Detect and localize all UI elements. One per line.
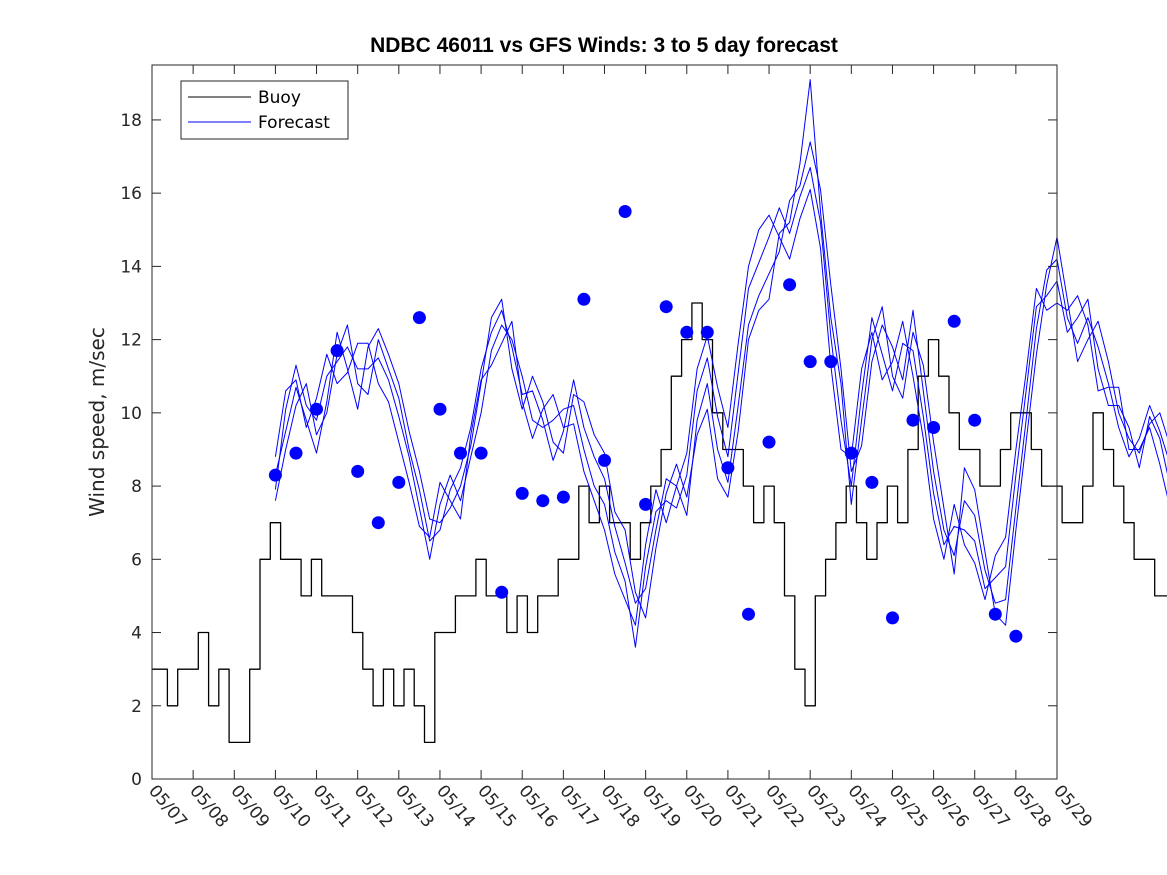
x-tick-label: 05/17 [556,781,603,831]
legend-label-buoy: Buoy [258,88,301,108]
x-tick-label: 05/10 [268,781,315,831]
legend: Buoy Forecast [180,80,349,140]
x-tick-label: 05/29 [1049,781,1096,831]
y-tick-label: 2 [131,697,142,717]
legend-label-forecast: Forecast [258,113,330,133]
forecast-marker [742,607,755,621]
x-tick-label: 05/25 [885,781,932,831]
plot-area [152,65,1057,779]
x-tick-label: 05/27 [967,781,1014,831]
forecast-marker [474,446,488,460]
y-tick-label: 10 [120,404,142,424]
forecast-marker [268,468,282,482]
y-tick-label: 6 [131,550,142,570]
y-tick-label: 8 [131,477,142,497]
forecast-marker [783,278,797,292]
x-tick-label: 05/26 [926,781,973,831]
forecast-marker [310,402,323,416]
x-tick-label: 05/20 [679,781,726,831]
forecast-marker [1009,629,1023,643]
chart-title: NDBC 46011 vs GFS Winds: 3 to 5 day fore… [370,34,838,57]
forecast-marker [330,344,344,358]
x-tick-label: 05/19 [638,781,685,831]
forecast-marker [927,421,941,434]
x-tick-label: 05/09 [226,781,273,831]
y-tick-label: 16 [120,184,142,204]
forecast-marker [556,490,570,504]
forecast-marker [598,453,611,467]
forecast-marker [392,475,406,489]
x-tick-label: 05/13 [391,781,438,831]
x-tick-label: 05/18 [597,781,644,831]
forecast-marker [803,355,817,369]
forecast-marker [515,486,529,500]
forecast-marker [680,325,694,339]
x-tick-label: 05/23 [802,781,849,831]
y-tick-label: 4 [131,624,142,644]
forecast-marker [659,300,673,314]
x-tick-label: 05/14 [432,781,479,831]
x-tick-label: 05/16 [514,781,561,831]
x-tick-label: 05/22 [761,781,808,831]
forecast-marker [844,446,858,460]
y-tick-label: 0 [131,770,142,790]
forecast-marker [412,311,426,325]
forecast-marker [968,413,982,427]
buoy-series-line [152,302,1167,744]
x-tick-label: 05/24 [843,781,890,831]
plot-frame [151,64,1058,780]
forecast-marker [577,292,591,306]
legend-box [180,80,349,140]
x-tick-label: 05/08 [185,781,232,831]
y-tick-label: 14 [120,257,142,277]
forecast-marker [618,205,632,218]
forecast-marker [371,516,385,530]
forecast-marker [947,314,961,328]
forecast-marker [721,461,735,475]
forecast-marker [865,475,879,489]
x-tick-label: 05/21 [720,781,767,831]
forecast-marker [639,497,653,511]
forecast-marker [351,464,365,478]
marker-layer [268,205,1023,643]
forecast-marker [988,607,1002,621]
forecast-series-line-1 [274,79,1167,626]
forecast-marker [454,446,467,460]
forecast-series-line-2 [274,141,1167,604]
x-tick-label: 05/07 [144,781,191,831]
forecast-marker [824,355,838,369]
forecast-marker [906,413,920,427]
forecast-marker [700,325,714,339]
x-tick-label: 05/15 [473,781,520,831]
forecast-marker [495,585,509,599]
forecast-marker [886,611,899,625]
forecast-marker [289,446,303,460]
x-tick-label: 05/12 [350,781,397,831]
forecast-marker [762,435,776,449]
x-tick-label: 05/28 [1008,781,1055,831]
y-tick-label: 12 [120,331,142,351]
forecast-marker [536,494,550,508]
forecast-marker [433,402,447,416]
y-axis-label: Wind speed, m/sec [85,327,109,517]
x-tick-label: 05/11 [309,781,356,831]
y-tick-label: 18 [120,111,142,131]
